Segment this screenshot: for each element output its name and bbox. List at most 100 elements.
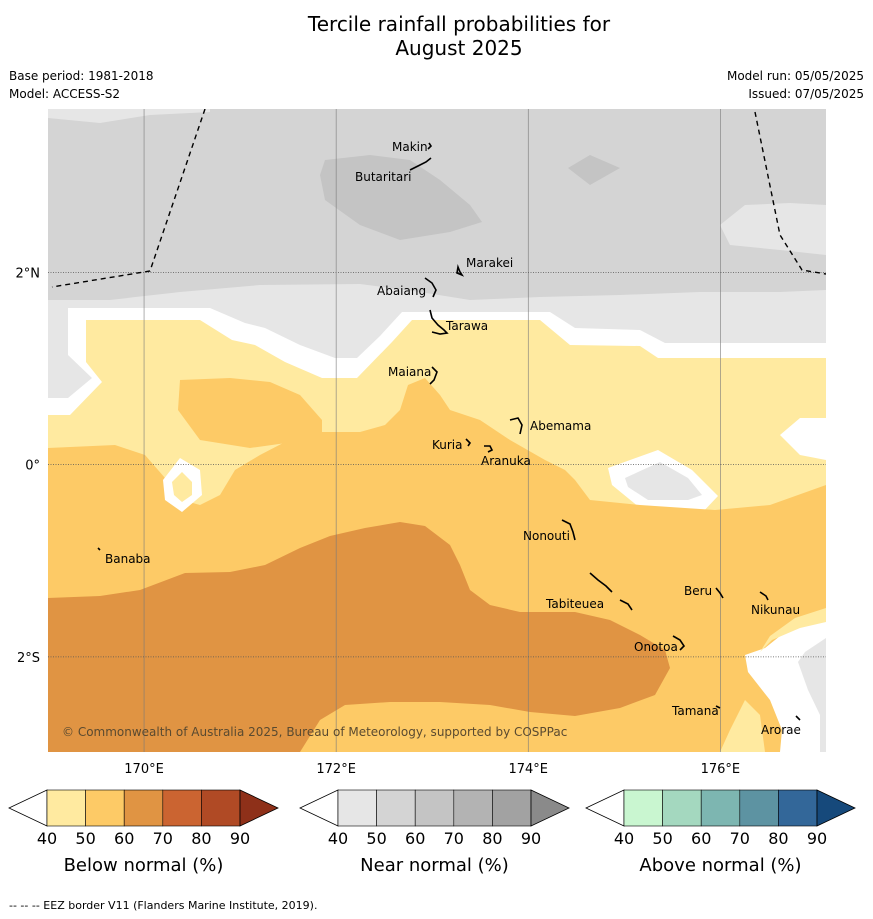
colorbar-swatch xyxy=(623,789,663,827)
place-label-tarawa: Tarawa xyxy=(445,319,488,333)
colorbar-3: 40 50 60 70 80 90 Above normal (%) xyxy=(585,789,856,876)
colorbar-tick-label: 70 xyxy=(444,829,464,848)
near-normal-40-southeast xyxy=(798,638,826,752)
colorbar-tick-label: 90 xyxy=(807,829,827,848)
place-label-tabiteuea: Tabiteuea xyxy=(545,597,604,611)
eez-border-west xyxy=(51,109,206,288)
colorbar-swatch xyxy=(376,789,416,827)
model-name: Model: ACCESS-S2 xyxy=(9,87,121,101)
colorbar-swatch xyxy=(453,789,493,827)
island-kuria xyxy=(465,438,472,447)
place-label-nonouti: Nonouti xyxy=(523,529,570,543)
colorbar-title: Near normal (%) xyxy=(360,855,509,876)
probability-fields: Makin Butaritari Marakei Abaiang Tarawa Maian… xyxy=(48,109,826,752)
colorbar-2: 40 50 60 70 80 90 Near normal (%) xyxy=(299,789,570,876)
colorbar-tick-label: 60 xyxy=(405,829,425,848)
island-tarawa xyxy=(429,309,449,335)
island-abaiang xyxy=(424,277,437,298)
colorbar-tick-label: 70 xyxy=(730,829,750,848)
near-normal-60-region xyxy=(320,155,482,240)
colorbar-swatch xyxy=(337,789,377,827)
place-label-butaritari: Butaritari xyxy=(355,170,412,184)
place-labels: Makin Butaritari Marakei Abaiang Tarawa Maian… xyxy=(105,140,801,737)
below-normal-pocket-west xyxy=(172,472,192,502)
colorbar-swatch xyxy=(778,789,818,827)
colorbar-swatch xyxy=(492,789,532,827)
place-label-beru: Beru xyxy=(684,584,712,598)
colorbar-tick-label: 60 xyxy=(114,829,134,848)
lon-tick-label: 176°E xyxy=(701,762,741,777)
colorbar-swatch xyxy=(162,789,202,827)
colorbar-tick-label: 50 xyxy=(652,829,672,848)
place-label-kuria: Kuria xyxy=(432,438,463,452)
colorbar-upper-extend xyxy=(530,789,570,827)
lon-tick-label: 170°E xyxy=(124,762,164,777)
colorbar-swatch xyxy=(414,789,455,827)
below-normal-40-southeast xyxy=(720,700,765,752)
colorbar-tick-label: 40 xyxy=(614,829,634,848)
colorbar-tick-label: 80 xyxy=(768,829,788,848)
colorbar-swatch xyxy=(123,789,164,827)
copyright-notice: © Commonwealth of Australia 2025, Bureau… xyxy=(62,725,567,739)
place-label-makin: Makin xyxy=(392,140,428,154)
place-label-tamana: Tamana xyxy=(671,704,719,718)
near-normal-pocket-east xyxy=(625,462,702,500)
colorbar-lower-extend xyxy=(299,789,339,827)
lat-tick-label: 2°S xyxy=(17,651,40,666)
place-label-nikunau: Nikunau xyxy=(751,603,800,617)
lat-tick-label: 2°N xyxy=(16,266,41,281)
island-butaritari xyxy=(409,157,432,171)
place-label-aranuka: Aranuka xyxy=(481,454,531,468)
colorbar-tick-label: 40 xyxy=(328,829,348,848)
near-normal-40-east-region xyxy=(720,203,826,255)
colorbar-1: 40 50 60 70 80 90 Below normal (%) xyxy=(8,789,279,876)
colorbar-title: Below normal (%) xyxy=(64,855,224,876)
below-normal-50-north-region xyxy=(178,378,322,448)
near-normal-40-top-region xyxy=(48,109,210,123)
eez-border-east xyxy=(754,111,826,275)
island-nikunau xyxy=(759,591,769,601)
place-label-abemama: Abemama xyxy=(530,419,591,433)
place-label-banaba: Banaba xyxy=(105,552,151,566)
island-tabiteuea-north xyxy=(589,572,613,593)
colorbar-swatch xyxy=(739,789,779,827)
colorbar-swatch xyxy=(85,789,125,827)
issued-date: Issued: 07/05/2025 xyxy=(748,87,864,101)
island-makin xyxy=(427,142,433,150)
below-normal-60-region xyxy=(48,522,670,752)
colorbars: 40 50 60 70 80 90 Below normal (%) 40 50 60 70 80 90… xyxy=(8,789,856,876)
colorbar-tick-label: 40 xyxy=(37,829,57,848)
place-label-marakei: Marakei xyxy=(466,256,513,270)
near-normal-60-small-region xyxy=(568,155,620,185)
island-abemama xyxy=(509,417,523,435)
lon-tick-label: 174°E xyxy=(508,762,548,777)
colorbar-tick-label: 50 xyxy=(366,829,386,848)
below-normal-40-southeast-strip xyxy=(760,608,826,652)
colorbar-tick-label: 70 xyxy=(153,829,173,848)
lon-tick-label: 172°E xyxy=(316,762,356,777)
colorbar-upper-extend xyxy=(239,789,279,827)
gridlines xyxy=(48,109,826,752)
island-marakei xyxy=(456,264,465,277)
place-label-arorae: Arorae xyxy=(761,723,801,737)
island-aranuka xyxy=(484,445,494,453)
colorbar-tick-label: 90 xyxy=(230,829,250,848)
colorbar-swatch xyxy=(201,789,241,827)
colorbar-swatch xyxy=(662,789,702,827)
island-nonouti xyxy=(561,519,576,541)
meta-right: Model run: 05/05/2025 Issued: 07/05/2025 xyxy=(727,67,864,103)
island-tabiteuea-south xyxy=(619,599,633,611)
base-period: Base period: 1981-2018 xyxy=(9,69,154,83)
lat-tick-label: 0° xyxy=(25,459,40,474)
white-band-southeast xyxy=(745,612,826,752)
place-label-abaiang: Abaiang xyxy=(377,284,426,298)
island-beru xyxy=(715,587,724,599)
colorbar-upper-extend xyxy=(816,789,856,827)
title-line-2: August 2025 xyxy=(395,36,523,60)
title-line-1: Tercile rainfall probabilities for xyxy=(307,12,611,36)
island-coastlines xyxy=(97,142,801,721)
axis-labels: 170°E 172°E 174°E 176°E 2°N 0° 2°S xyxy=(16,266,741,777)
place-label-maiana: Maiana xyxy=(388,365,431,379)
island-maiana xyxy=(429,366,438,385)
